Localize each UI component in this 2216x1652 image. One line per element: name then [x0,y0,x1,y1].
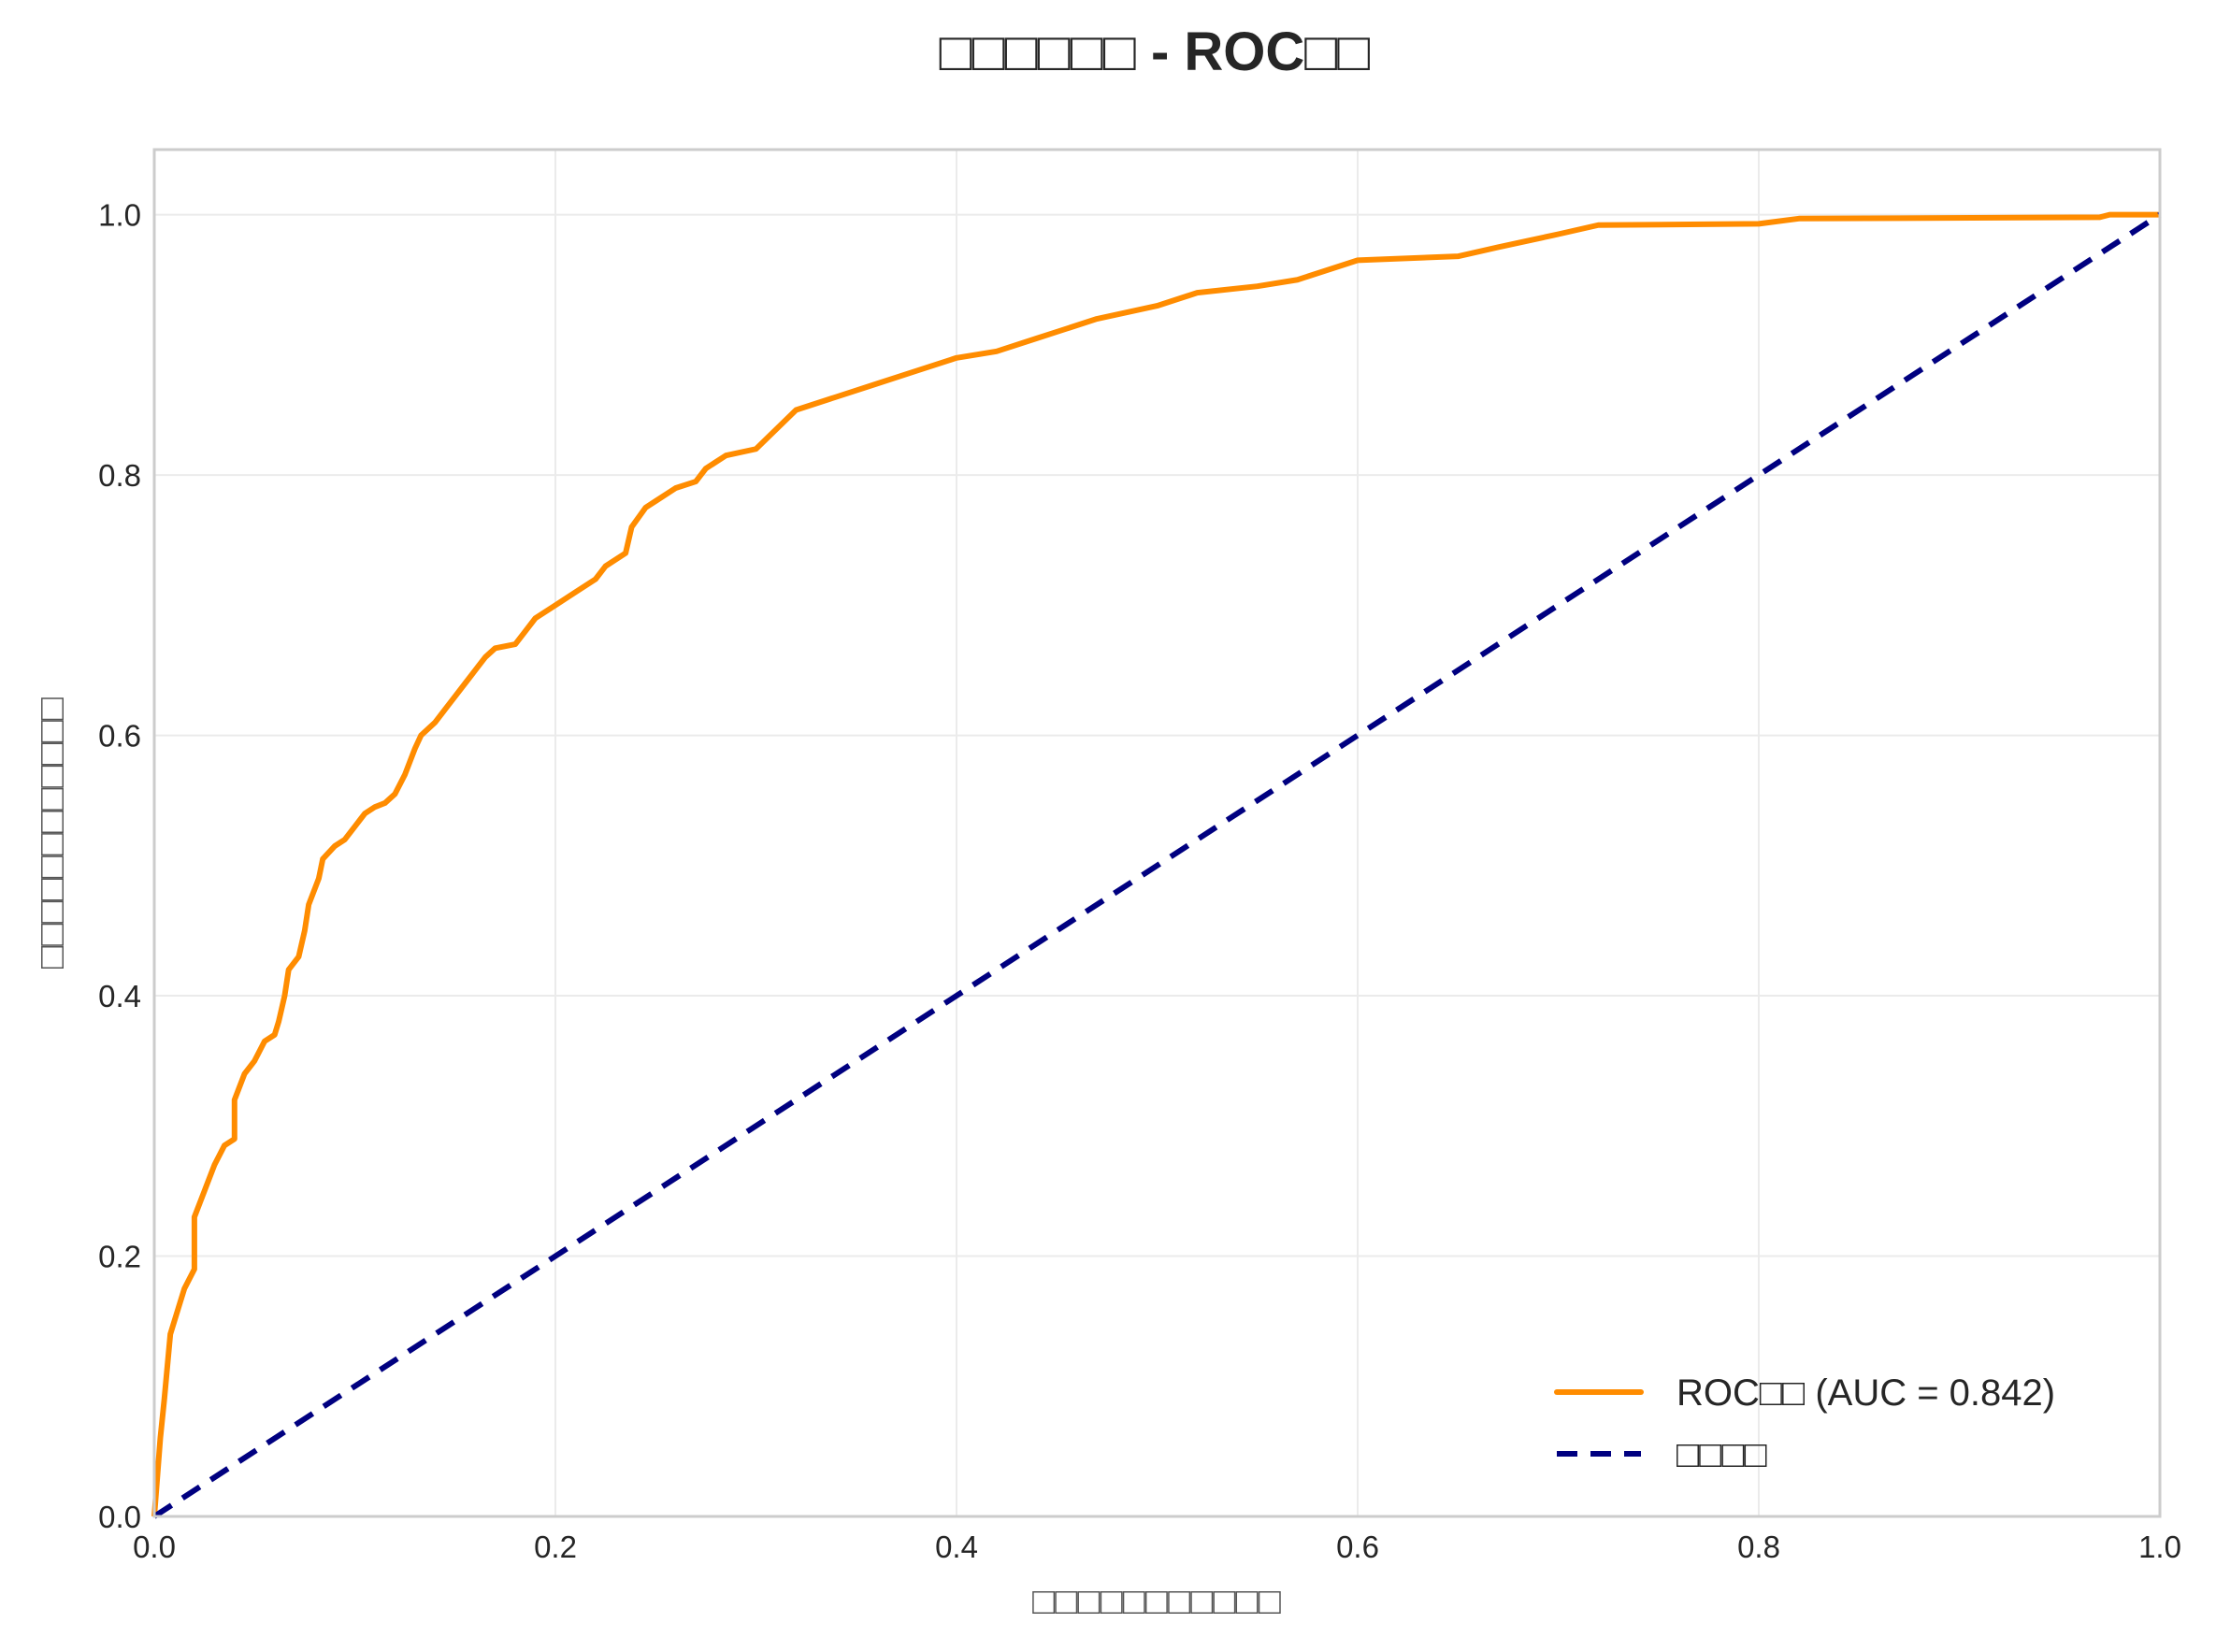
x-tick-label: 0.4 [935,1530,978,1564]
roc-curve-line [151,211,2160,1517]
ticks: 0.0 0.2 0.4 0.6 0.8 1.0 0.0 0.2 0.4 0.6 0.8 1.0 [98,198,2181,1564]
grid [153,150,2161,1517]
x-axis-label: □□□□□□□□□□□ [1032,1581,1281,1622]
x-tick-label: 0.2 [534,1530,577,1564]
y-axis-label: □□□□□□□□□□□□ [31,697,72,969]
y-tick-label: 0.2 [98,1240,141,1274]
legend-random-label: □□□□ [1676,1434,1767,1475]
chart-title: □□□□□□ - ROC□□ [940,22,1371,82]
random-baseline-line [152,212,2162,1519]
legend: ROC□□ (AUC = 0.842) □□□□ [1554,1372,2055,1475]
y-tick-label: 0.6 [98,719,141,754]
y-tick-label: 0.0 [98,1500,141,1534]
series-lines [151,211,2162,1519]
y-tick-label: 0.8 [98,458,141,493]
plot-frame [152,148,2162,1518]
x-tick-label: 0.8 [1737,1530,1780,1564]
x-tick-label: 0.6 [1336,1530,1379,1564]
y-tick-label: 1.0 [98,198,141,233]
x-tick-label: 1.0 [2138,1530,2181,1564]
y-tick-label: 0.4 [98,979,141,1013]
legend-roc-label: ROC□□ (AUC = 0.842) [1676,1372,2055,1414]
x-tick-label: 0.0 [133,1530,176,1564]
